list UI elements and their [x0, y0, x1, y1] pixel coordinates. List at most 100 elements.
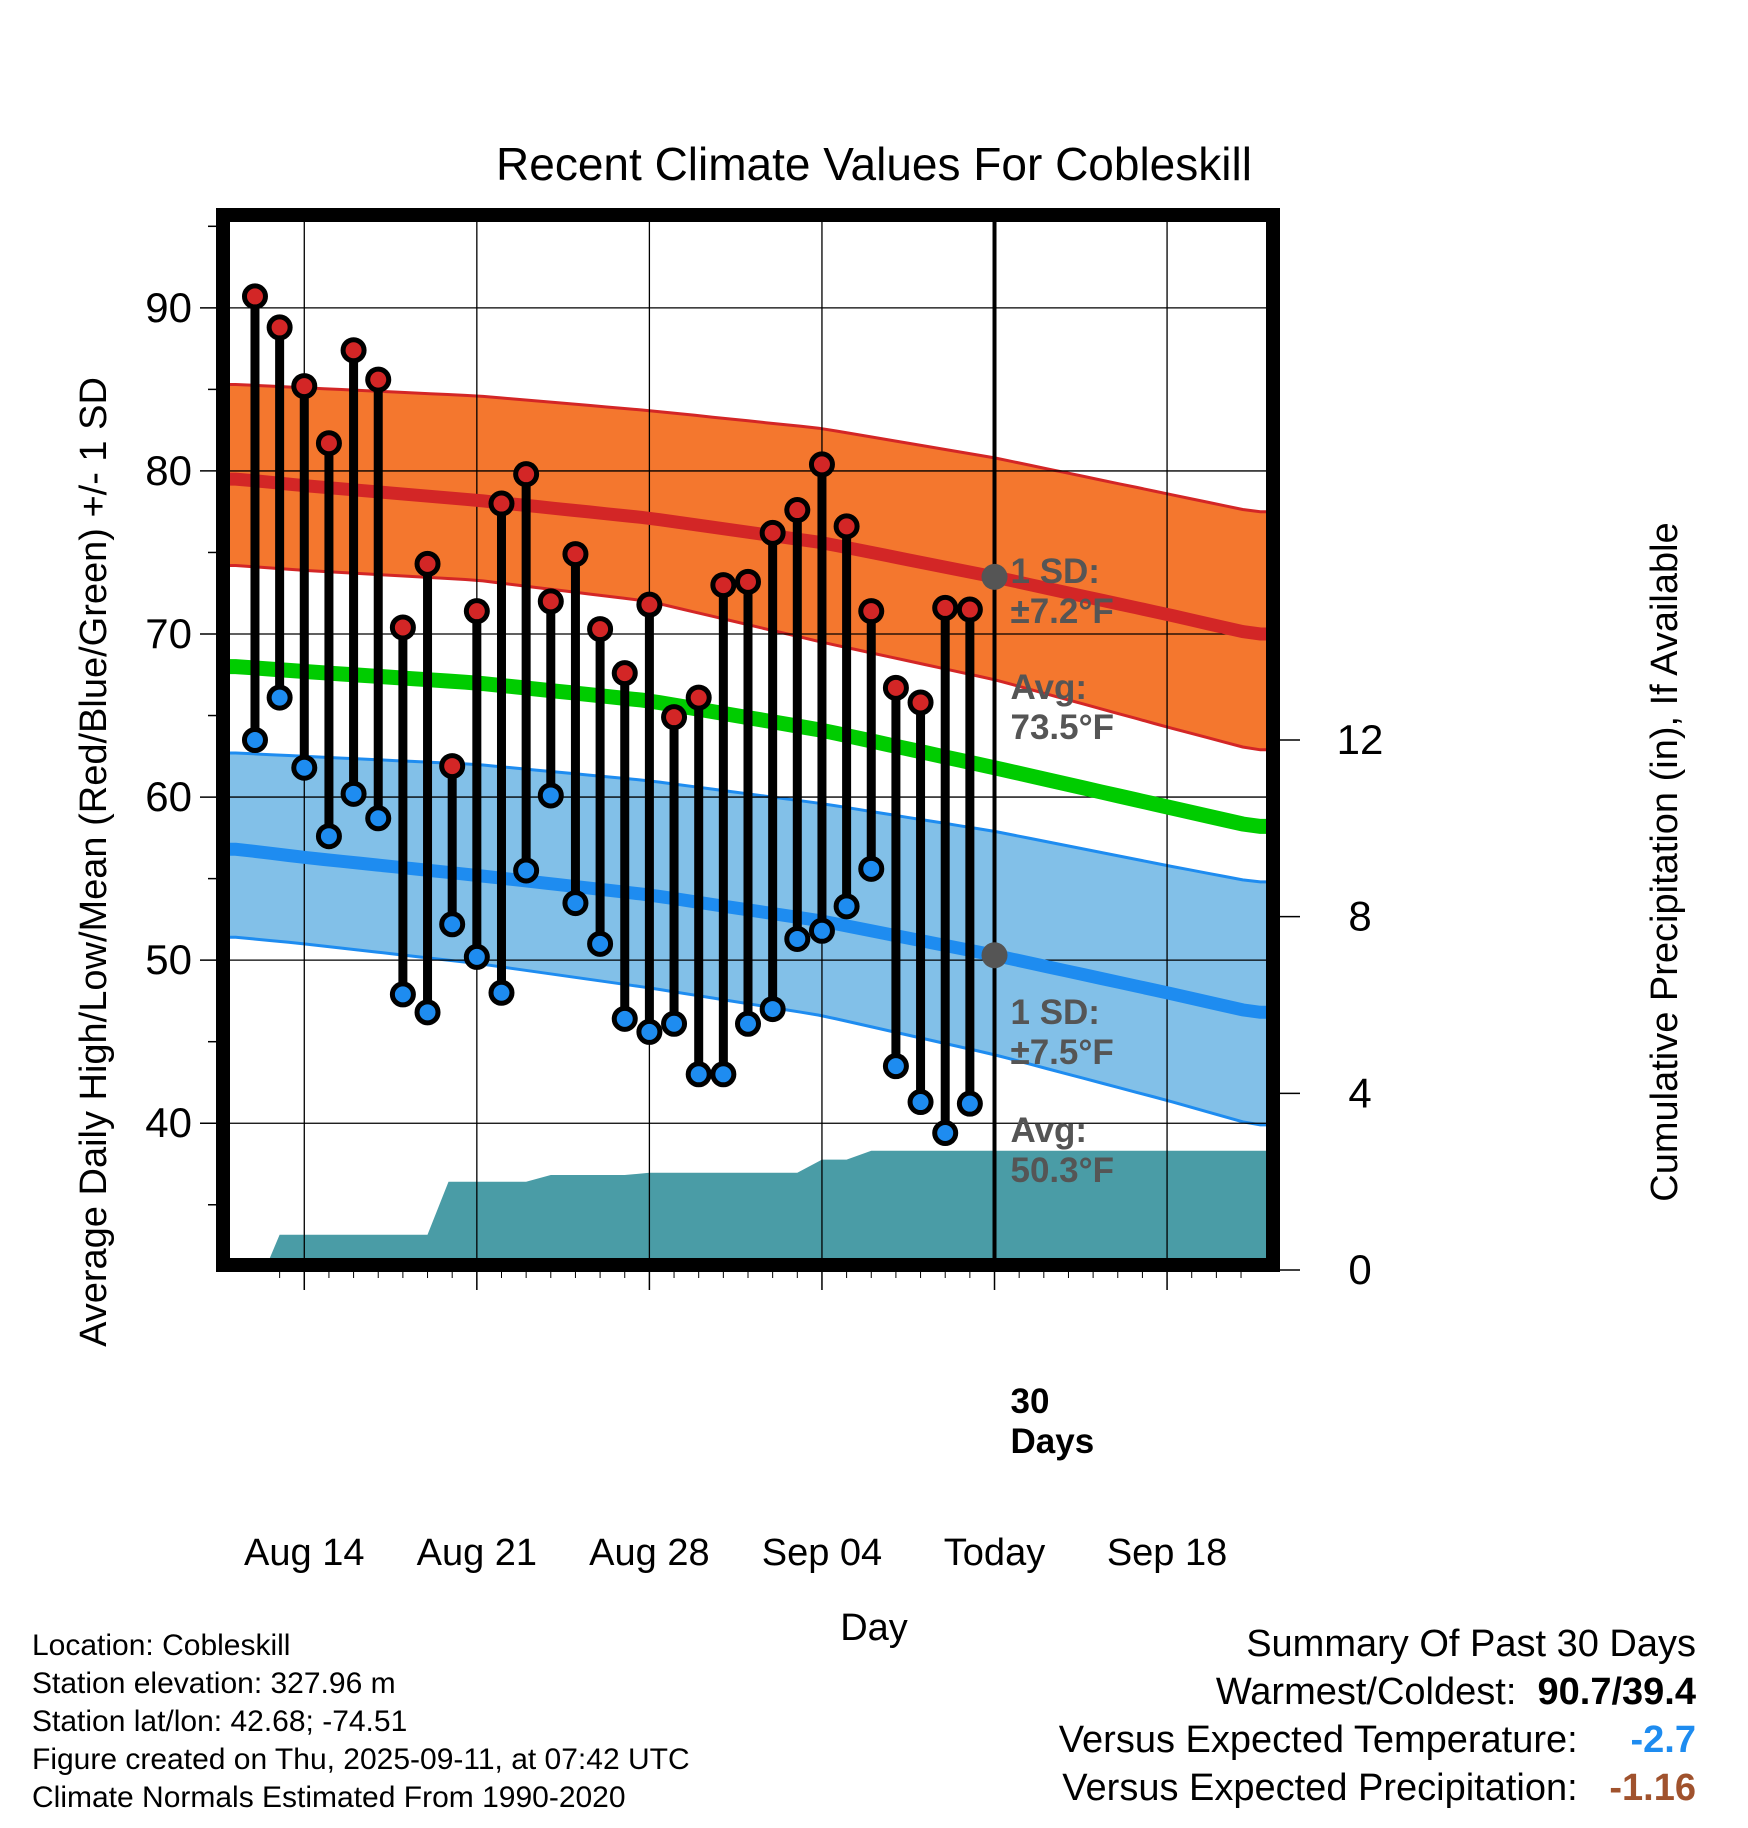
high-marker — [710, 572, 737, 599]
high-marker — [685, 684, 712, 711]
high-marker — [439, 753, 466, 780]
summary-precip-row: Versus Expected Precipitation: -1.16 — [1059, 1764, 1696, 1812]
info-elevation: Station elevation: 327.96 m — [32, 1667, 396, 1700]
high-marker — [414, 550, 441, 577]
y2-tick-label: 8 — [1348, 893, 1371, 940]
x-axis-label: Day — [840, 1607, 908, 1649]
high-marker — [833, 513, 860, 540]
info-location: Location: Cobleskill — [32, 1629, 291, 1662]
low-marker — [241, 727, 268, 753]
low-sd-value: ±7.5°F — [1011, 1033, 1114, 1072]
y2-tick-label: 12 — [1337, 716, 1384, 763]
x-tick-label: Sep 04 — [762, 1532, 882, 1574]
low-marker — [735, 1010, 761, 1037]
high-marker — [513, 461, 540, 488]
low-marker — [340, 780, 367, 807]
chart-title: Recent Climate Values For Cobleskill — [496, 138, 1252, 190]
low-marker — [365, 805, 392, 832]
y-tick-label: 50 — [145, 936, 192, 983]
high-marker — [661, 704, 688, 731]
low-marker — [882, 1053, 909, 1080]
low-avg-label: Avg: — [1011, 1111, 1087, 1150]
high-marker — [808, 451, 835, 478]
y2-tick-label: 0 — [1348, 1246, 1371, 1293]
high-sd-upper-edge — [228, 383, 1268, 514]
low-marker — [513, 857, 540, 884]
x-tick-label: Sep 18 — [1107, 1532, 1227, 1574]
high-marker — [291, 373, 318, 400]
x-tick-label: Aug 28 — [589, 1532, 709, 1574]
high-marker — [537, 588, 564, 615]
summary-panel: Summary Of Past 30 Days Warmest/Coldest:… — [1059, 1620, 1696, 1812]
low-marker — [907, 1089, 934, 1116]
low-marker — [488, 979, 515, 1006]
summary-title: Summary Of Past 30 Days — [1246, 1623, 1696, 1665]
plot-area — [228, 220, 1268, 1260]
low-marker — [685, 1061, 712, 1088]
precip-area — [268, 1150, 1268, 1260]
low-marker — [833, 893, 860, 920]
low-marker — [389, 981, 416, 1008]
days-count: 30 — [1011, 1382, 1050, 1421]
low-avg-value: 50.3°F — [1011, 1151, 1115, 1190]
low-marker — [439, 911, 466, 938]
low-marker — [315, 823, 342, 850]
high-marker — [932, 594, 959, 621]
low-marker — [266, 684, 293, 711]
summary-temp-label: Versus Expected Temperature: — [1058, 1719, 1578, 1761]
y-tick-label: 90 — [145, 284, 192, 331]
high-marker — [956, 596, 983, 623]
high-marker — [907, 689, 934, 716]
x-tick-label: Aug 14 — [244, 1532, 364, 1574]
y-tick-label: 40 — [145, 1099, 192, 1146]
high-marker — [241, 283, 268, 310]
low-marker — [661, 1010, 688, 1037]
low-marker — [463, 943, 490, 970]
y-tick-label: 80 — [145, 447, 192, 494]
x-tick-label: Today — [944, 1532, 1045, 1574]
low-marker — [858, 855, 885, 882]
today-low-avg-marker — [981, 942, 1008, 969]
low-marker — [636, 1018, 663, 1045]
info-latlon: Station lat/lon: 42.68; -74.51 — [32, 1705, 408, 1738]
low-marker — [808, 917, 835, 944]
summary-temp-value: -2.7 — [1630, 1719, 1696, 1761]
station-info: Location: Cobleskill Station elevation: … — [32, 1627, 690, 1817]
high-marker — [562, 541, 589, 568]
days-label: Days — [1011, 1422, 1095, 1461]
high-avg-label: Avg: — [1011, 668, 1087, 707]
low-marker — [932, 1120, 959, 1147]
low-marker — [759, 996, 786, 1023]
y-axis-label: Average Daily High/Low/Mean (Red/Blue/Gr… — [73, 377, 115, 1347]
high-marker — [759, 519, 786, 546]
high-marker — [340, 337, 367, 364]
high-marker — [488, 490, 515, 517]
high-normal-line — [228, 472, 1268, 641]
low-marker — [291, 754, 318, 781]
summary-warm-value: 90.7/39.4 — [1537, 1671, 1696, 1713]
high-marker — [463, 598, 490, 625]
summary-warm-label: Warmest/Coldest: — [1215, 1671, 1517, 1713]
high-marker — [636, 591, 663, 618]
high-avg-value: 73.5°F — [1011, 708, 1115, 747]
low-marker — [562, 890, 589, 917]
high-sd-band — [228, 384, 1268, 750]
summary-warm-row: Warmest/Coldest: 90.7/39.4 — [1059, 1668, 1696, 1716]
x-tick-label: Aug 21 — [417, 1532, 537, 1574]
y2-axis-label: Cumulative Precipitation (in), If Availa… — [1644, 522, 1686, 1201]
low-marker — [784, 925, 811, 952]
summary-precip-label: Versus Expected Precipitation: — [1062, 1767, 1578, 1809]
high-sd-label: 1 SD: — [1011, 552, 1100, 591]
low-marker — [537, 782, 564, 809]
summary-precip-value: -1.16 — [1609, 1767, 1696, 1809]
high-marker — [858, 598, 885, 625]
low-marker — [710, 1061, 737, 1088]
high-marker — [784, 497, 811, 524]
high-marker — [611, 660, 638, 687]
high-sd-value: ±7.2°F — [1011, 592, 1114, 631]
today-high-avg-marker — [981, 563, 1008, 590]
low-marker — [611, 1005, 638, 1032]
summary-temp-row: Versus Expected Temperature: -2.7 — [1059, 1716, 1696, 1764]
y-tick-label: 70 — [145, 610, 192, 657]
